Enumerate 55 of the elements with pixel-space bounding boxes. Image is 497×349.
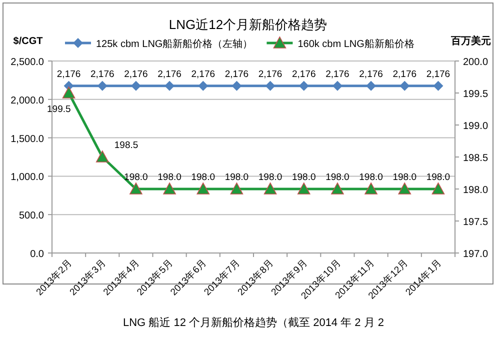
- data-label: 198.0: [392, 172, 417, 183]
- data-label: 198.0: [158, 172, 182, 183]
- y2-tick-label: 199.0: [463, 121, 488, 132]
- data-label: 198.0: [191, 172, 216, 183]
- data-label: 198.5: [114, 140, 138, 151]
- y2-axis-title: 百万美元: [450, 35, 491, 47]
- data-label: 2,176: [124, 68, 148, 80]
- point: [62, 86, 76, 98]
- data-label: 2,176: [90, 68, 114, 80]
- point: [331, 182, 344, 194]
- y-tick-label: 2,000.0: [10, 95, 44, 106]
- point: [264, 182, 277, 194]
- data-label: 198.0: [224, 172, 249, 183]
- data-label: 2,176: [326, 68, 350, 80]
- point: [230, 182, 244, 194]
- y-tick-label: 1,000.0: [10, 172, 44, 184]
- data-label: 2,176: [292, 68, 316, 80]
- point: [398, 182, 412, 194]
- data-label: 2,176: [56, 68, 81, 80]
- data-label: 2,176: [191, 68, 216, 80]
- text: LNG 船近 12 个月新船价格趋势（截至 2014 年 2 月 2: [123, 316, 384, 329]
- y-tick-label: 0.0: [30, 249, 44, 260]
- y2-tick-label: 200.0: [463, 57, 488, 68]
- y-tick-label: 500.0: [18, 210, 44, 222]
- y2-tick-label: 199.5: [463, 89, 488, 100]
- point: [364, 182, 378, 194]
- legend-label: 160k cbm LNG船新船价格: [298, 38, 414, 50]
- y-tick-label: 2,500.0: [10, 57, 44, 68]
- data-label: 199.5: [47, 104, 71, 115]
- point: [96, 150, 109, 162]
- point: [297, 182, 310, 194]
- legend-label: 125k cbm LNG船新船价格（左轴）: [96, 38, 253, 50]
- y2-tick-label: 198.5: [463, 153, 488, 164]
- point: [163, 182, 176, 194]
- data-label: 2,176: [426, 68, 450, 80]
- data-label: 198.0: [124, 172, 148, 183]
- data-label: 2,176: [158, 68, 182, 80]
- data-label: 2,176: [359, 68, 383, 80]
- y2-tick-label: 198.0: [463, 185, 488, 196]
- data-label: 198.0: [426, 172, 450, 183]
- data-label: 2,176: [392, 68, 417, 80]
- chart-title: LNG近12个月新船价格趋势: [168, 17, 328, 32]
- point: [130, 182, 142, 194]
- point: [196, 182, 210, 194]
- data-label: 198.0: [292, 172, 316, 183]
- y2-tick-label: 197.5: [463, 217, 488, 228]
- point: [432, 182, 445, 194]
- data-label: 198.0: [359, 172, 383, 183]
- data-label: 2,176: [224, 68, 249, 80]
- y-tick-label: 1,500.0: [10, 134, 44, 145]
- data-label: 198.0: [326, 172, 350, 183]
- data-label: 2,176: [258, 68, 282, 80]
- data-label: 198.0: [258, 172, 282, 183]
- y2-tick-label: 197.0: [463, 249, 488, 260]
- y-axis-title: $/CGT: [13, 36, 43, 47]
